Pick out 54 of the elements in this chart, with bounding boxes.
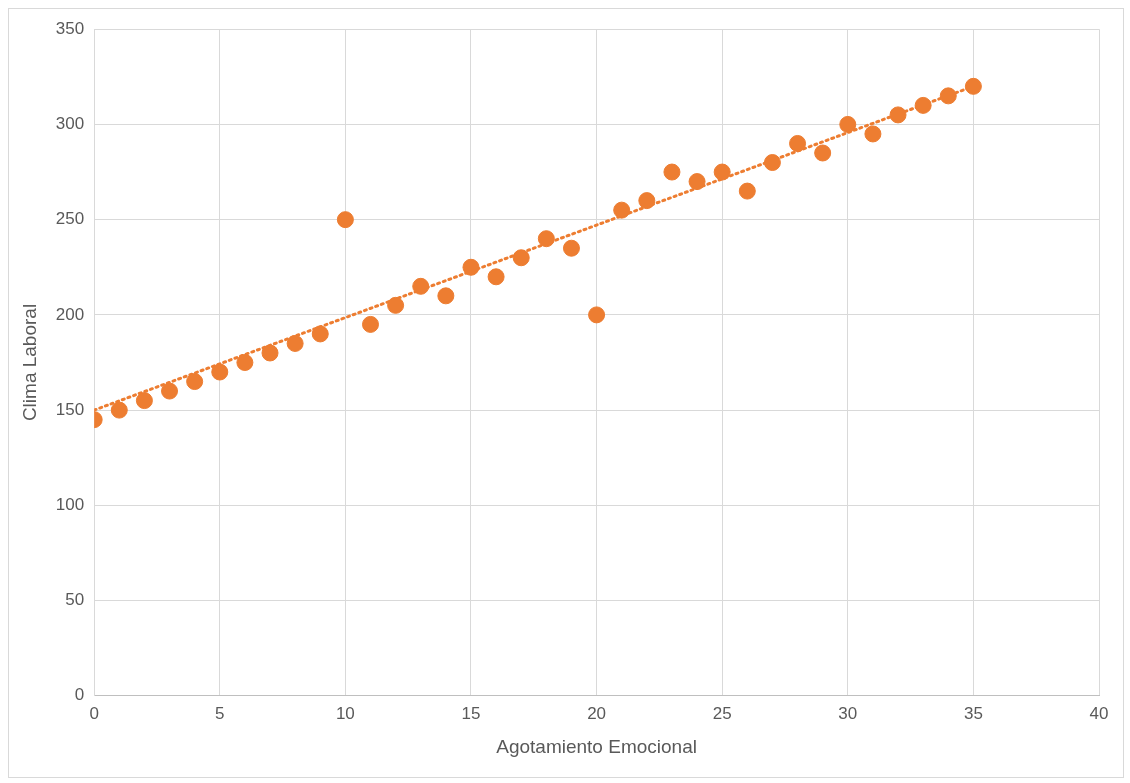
point (462, 258, 480, 276)
point (437, 287, 455, 305)
point (588, 306, 606, 324)
point (613, 201, 631, 219)
y-tick-label: 350 (55, 18, 85, 38)
point (110, 401, 128, 419)
x-tick-label: 0 (89, 703, 99, 723)
point (236, 354, 254, 371)
y-tick-label: 50 (65, 590, 85, 610)
point (286, 334, 304, 352)
y-tick-label: 250 (55, 209, 85, 229)
point (562, 239, 580, 257)
y-tick-label: 0 (74, 685, 85, 705)
point (939, 87, 957, 105)
point (638, 192, 656, 210)
point (537, 230, 555, 248)
point (663, 163, 681, 181)
point (914, 96, 932, 114)
point (186, 373, 204, 391)
y-tick-label: 100 (55, 495, 85, 515)
point (336, 211, 354, 229)
point (789, 134, 807, 152)
point (864, 125, 882, 143)
x-axis-title: Agotamiento Emocional (496, 735, 697, 757)
point (387, 296, 405, 314)
point (135, 392, 153, 410)
point (512, 249, 530, 267)
x-tick-label: 35 (963, 703, 983, 723)
x-tick-label: 30 (838, 703, 858, 723)
point (261, 344, 279, 362)
point (211, 363, 229, 381)
y-axis-title: Clima Laboral (18, 303, 40, 422)
x-tick-label: 10 (335, 703, 355, 723)
x-tick-label: 15 (461, 703, 481, 723)
point (889, 106, 907, 124)
point (964, 77, 982, 95)
x-tick-label: 25 (712, 703, 732, 723)
point (487, 268, 505, 286)
point (763, 154, 781, 172)
x-tick-label: 20 (587, 703, 607, 723)
point (814, 144, 832, 162)
point (688, 173, 706, 191)
y-tick-label: 200 (55, 304, 85, 324)
point (161, 382, 179, 400)
x-tick-label: 5 (215, 703, 225, 723)
point (839, 115, 857, 133)
y-tick-label: 150 (55, 399, 85, 419)
point (713, 163, 731, 181)
y-tick-label: 300 (55, 114, 85, 134)
x-tick-label: 40 (1089, 703, 1109, 723)
point (361, 315, 379, 333)
point (412, 277, 430, 295)
point (738, 182, 756, 200)
point (311, 325, 329, 343)
